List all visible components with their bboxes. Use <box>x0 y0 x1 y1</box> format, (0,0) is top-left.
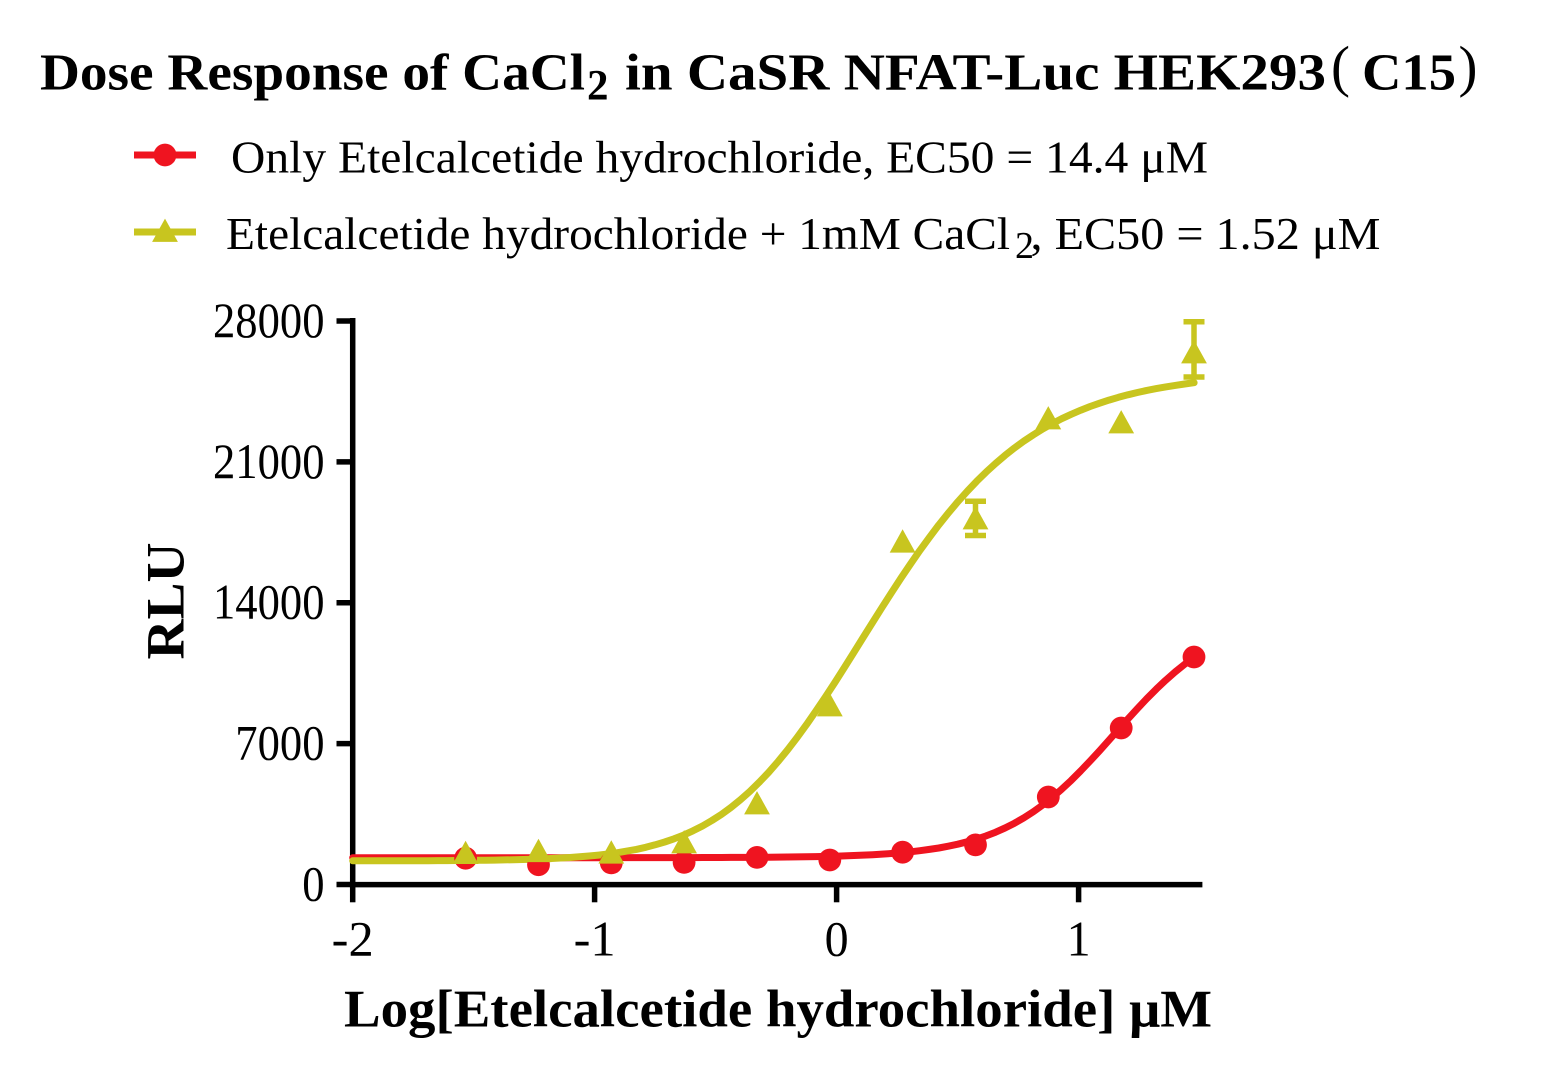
svg-text:0: 0 <box>825 911 849 967</box>
svg-text:28000: 28000 <box>213 292 325 348</box>
svg-text:21000: 21000 <box>213 433 325 489</box>
svg-text:Only Etelcalcetide hydrochlori: Only Etelcalcetide hydrochloride, EC50 =… <box>231 132 1208 183</box>
svg-text:C15: C15 <box>1362 45 1456 102</box>
svg-text:1: 1 <box>1067 911 1091 967</box>
svg-text:2: 2 <box>587 62 609 109</box>
svg-text:in CaSR NFAT-Luc HEK293: in CaSR NFAT-Luc HEK293 <box>625 45 1326 102</box>
svg-text:Log[Etelcalcetide hydrochlorid: Log[Etelcalcetide hydrochloride] μM <box>344 981 1212 1039</box>
svg-text:(: ( <box>1331 36 1350 99</box>
svg-text:-1: -1 <box>574 911 616 967</box>
svg-text:Etelcalcetide hydrochloride +: Etelcalcetide hydrochloride + 1mM CaCl <box>226 208 1010 259</box>
svg-text:, EC50 = 1.52 μM: , EC50 = 1.52 μM <box>1031 208 1381 259</box>
svg-text:14000: 14000 <box>213 574 325 630</box>
svg-text:Dose Response of CaCl: Dose Response of CaCl <box>40 45 585 102</box>
svg-text:0: 0 <box>302 855 324 911</box>
svg-text:RLU: RLU <box>136 543 196 660</box>
svg-text:2: 2 <box>1015 225 1034 267</box>
svg-text:-2: -2 <box>332 911 374 967</box>
svg-text:7000: 7000 <box>235 715 324 771</box>
svg-text:): ) <box>1459 36 1478 99</box>
